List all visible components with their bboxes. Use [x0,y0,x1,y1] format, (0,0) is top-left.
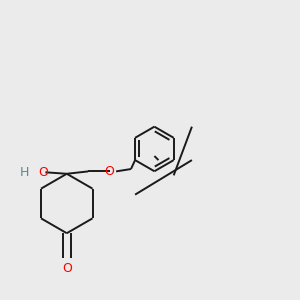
Text: H: H [20,166,29,179]
Text: O: O [62,262,72,275]
Text: O: O [105,165,115,178]
Text: O: O [38,166,48,179]
